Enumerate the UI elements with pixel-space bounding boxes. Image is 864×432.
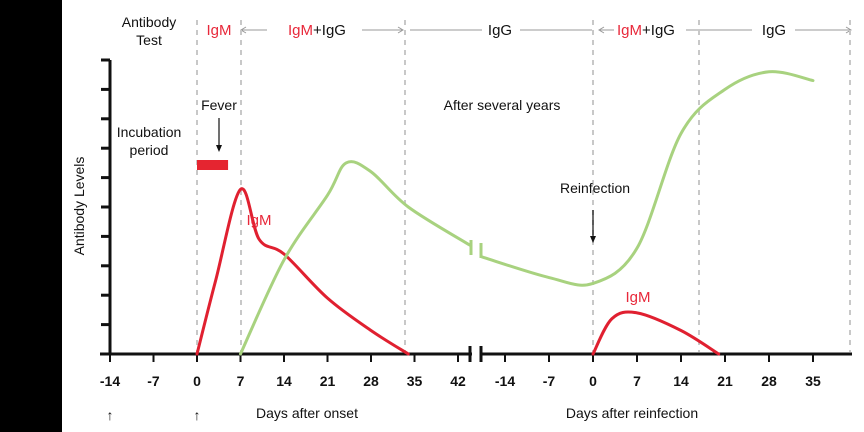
igm-curve-label-primary: IgM (246, 212, 271, 229)
header-phase-reinfection-rest: +IgG (642, 22, 675, 39)
header-phase-igm-igg-rest: +IgG (313, 22, 346, 39)
x-tick-label-reinfection: 35 (805, 373, 821, 389)
x-tick-label-onset: 14 (276, 373, 292, 389)
antibody-test-label-line1: Antibody (122, 14, 176, 30)
header-phase-igg-late: IgG (762, 22, 786, 39)
reinfection-label: Reinfection (560, 180, 630, 196)
y-axis-title: Antibody Levels (71, 157, 87, 256)
header-phase-reinfection-igm-igg: IgM+IgG (617, 22, 675, 39)
fever-arrowhead (216, 145, 222, 152)
y-axis: Antibody Levels (71, 58, 112, 356)
reinfection-arrowhead (590, 236, 596, 243)
below-axis-arrow-1: ↑ (107, 407, 114, 423)
x-axis-title-onset: Days after onset (256, 405, 358, 421)
header-phase-reinfection-igm: IgM (617, 22, 642, 39)
x-tick-label-onset: 42 (450, 373, 466, 389)
x-tick-label-onset: 21 (320, 373, 336, 389)
header-arrowhead (397, 26, 404, 34)
x-tick-label-onset: -7 (147, 373, 160, 389)
x-tick-label-reinfection: 28 (761, 373, 777, 389)
x-tick-label-reinfection: -7 (543, 373, 556, 389)
x-tick-label-onset: 7 (237, 373, 245, 389)
below-axis-arrow-2: ↑ (194, 407, 201, 423)
header-arrowhead (598, 26, 605, 34)
fever-label: Fever (201, 97, 237, 113)
header-phase-igm: IgM (206, 22, 231, 39)
x-axis: -14 -7 0 7 14 21 28 35 42 -14 -7 0 7 14 21 28 35 (100, 346, 852, 389)
series-line-igm-primary (195, 187, 410, 356)
header-arrows (240, 26, 852, 34)
x-tick-label-onset: 35 (407, 373, 423, 389)
curve-break (469, 240, 483, 258)
x-tick-label-reinfection: -14 (495, 373, 515, 389)
chart-figure: Antibody Test IgM IgM+IgG IgG IgM+IgG Ig… (62, 0, 864, 432)
incubation-label-line1: Incubation (117, 124, 182, 140)
incubation-label-line2: period (130, 142, 169, 158)
igm-curve-label-reinfection: IgM (625, 289, 650, 306)
after-several-years-label: After several years (444, 97, 561, 113)
series-line-igg-primary (239, 160, 472, 356)
header-phase-igm-igg-igm: IgM (288, 22, 313, 39)
series-lines (195, 70, 815, 356)
series-line-igm-reinfection (591, 310, 721, 356)
x-tick-label-onset: 0 (193, 373, 201, 389)
x-tick-label-reinfection: 7 (633, 373, 641, 389)
x-tick-label-onset: -14 (100, 373, 120, 389)
series-line-igg-reinfection (480, 70, 815, 287)
x-tick-label-reinfection: 14 (673, 373, 689, 389)
fever-period-bar (197, 160, 229, 170)
x-tick-label-reinfection: 21 (717, 373, 733, 389)
antibody-test-label-line2: Test (136, 32, 162, 48)
x-tick-labels: -14 -7 0 7 14 21 28 35 42 -14 -7 0 7 14 21 28 35 (100, 373, 821, 389)
header-phase-igg: IgG (488, 22, 512, 39)
chart-svg: Antibody Test IgM IgM+IgG IgG IgM+IgG Ig… (71, 14, 852, 423)
header-phase-igm-igg: IgM+IgG (288, 22, 346, 39)
x-tick-label-reinfection: 0 (589, 373, 597, 389)
x-axis-title-reinfection: Days after reinfection (566, 405, 698, 421)
phase-separators (196, 20, 851, 352)
x-tick-label-onset: 28 (363, 373, 379, 389)
